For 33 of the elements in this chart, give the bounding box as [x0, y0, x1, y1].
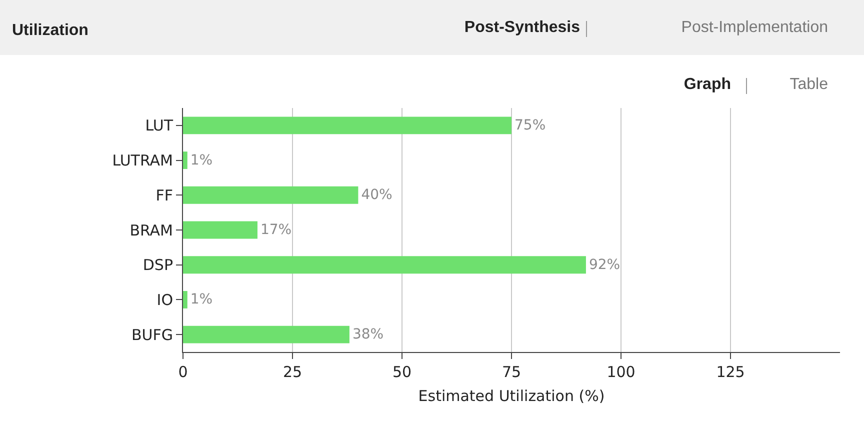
text: Utilization: [12, 22, 88, 40]
bar: [183, 186, 358, 204]
x-tick-label: 125: [716, 363, 745, 381]
x-tick-label: 100: [606, 363, 636, 381]
y-tick-label: LUTRAM: [112, 152, 173, 170]
data-label: 92%: [588, 256, 620, 273]
x-tick-label: 25: [282, 363, 302, 381]
data-label: 17%: [260, 222, 292, 238]
bar: [183, 152, 188, 169]
text: Graph: [684, 76, 731, 94]
y-tick-label: BRAM: [130, 221, 173, 240]
text: Post-Implementation: [681, 19, 828, 37]
y-tick-label: IO: [156, 290, 173, 309]
y-tick-label: FF: [156, 186, 173, 204]
bar: [183, 326, 350, 344]
bar: [183, 116, 512, 134]
text: Table: [790, 76, 828, 94]
bar: [183, 256, 586, 274]
x-tick-label: 75: [502, 363, 522, 381]
text: Post-Synthesis: [464, 19, 580, 37]
data-label: 1%: [190, 152, 213, 168]
data-label: 40%: [361, 187, 392, 204]
bar: [183, 221, 258, 239]
data-label: 38%: [352, 326, 384, 343]
data-label: 75%: [514, 117, 546, 134]
x-tick-label: 0: [178, 363, 188, 381]
y-tick-label: BUFG: [131, 326, 173, 344]
x-tick-label: 50: [392, 363, 412, 381]
y-tick-label: LUT: [145, 116, 174, 135]
y-tick-label: DSP: [142, 256, 173, 274]
x-axis-title: Estimated Utilization (%): [418, 387, 605, 405]
bar: [183, 291, 188, 308]
data-label: 1%: [190, 292, 213, 308]
